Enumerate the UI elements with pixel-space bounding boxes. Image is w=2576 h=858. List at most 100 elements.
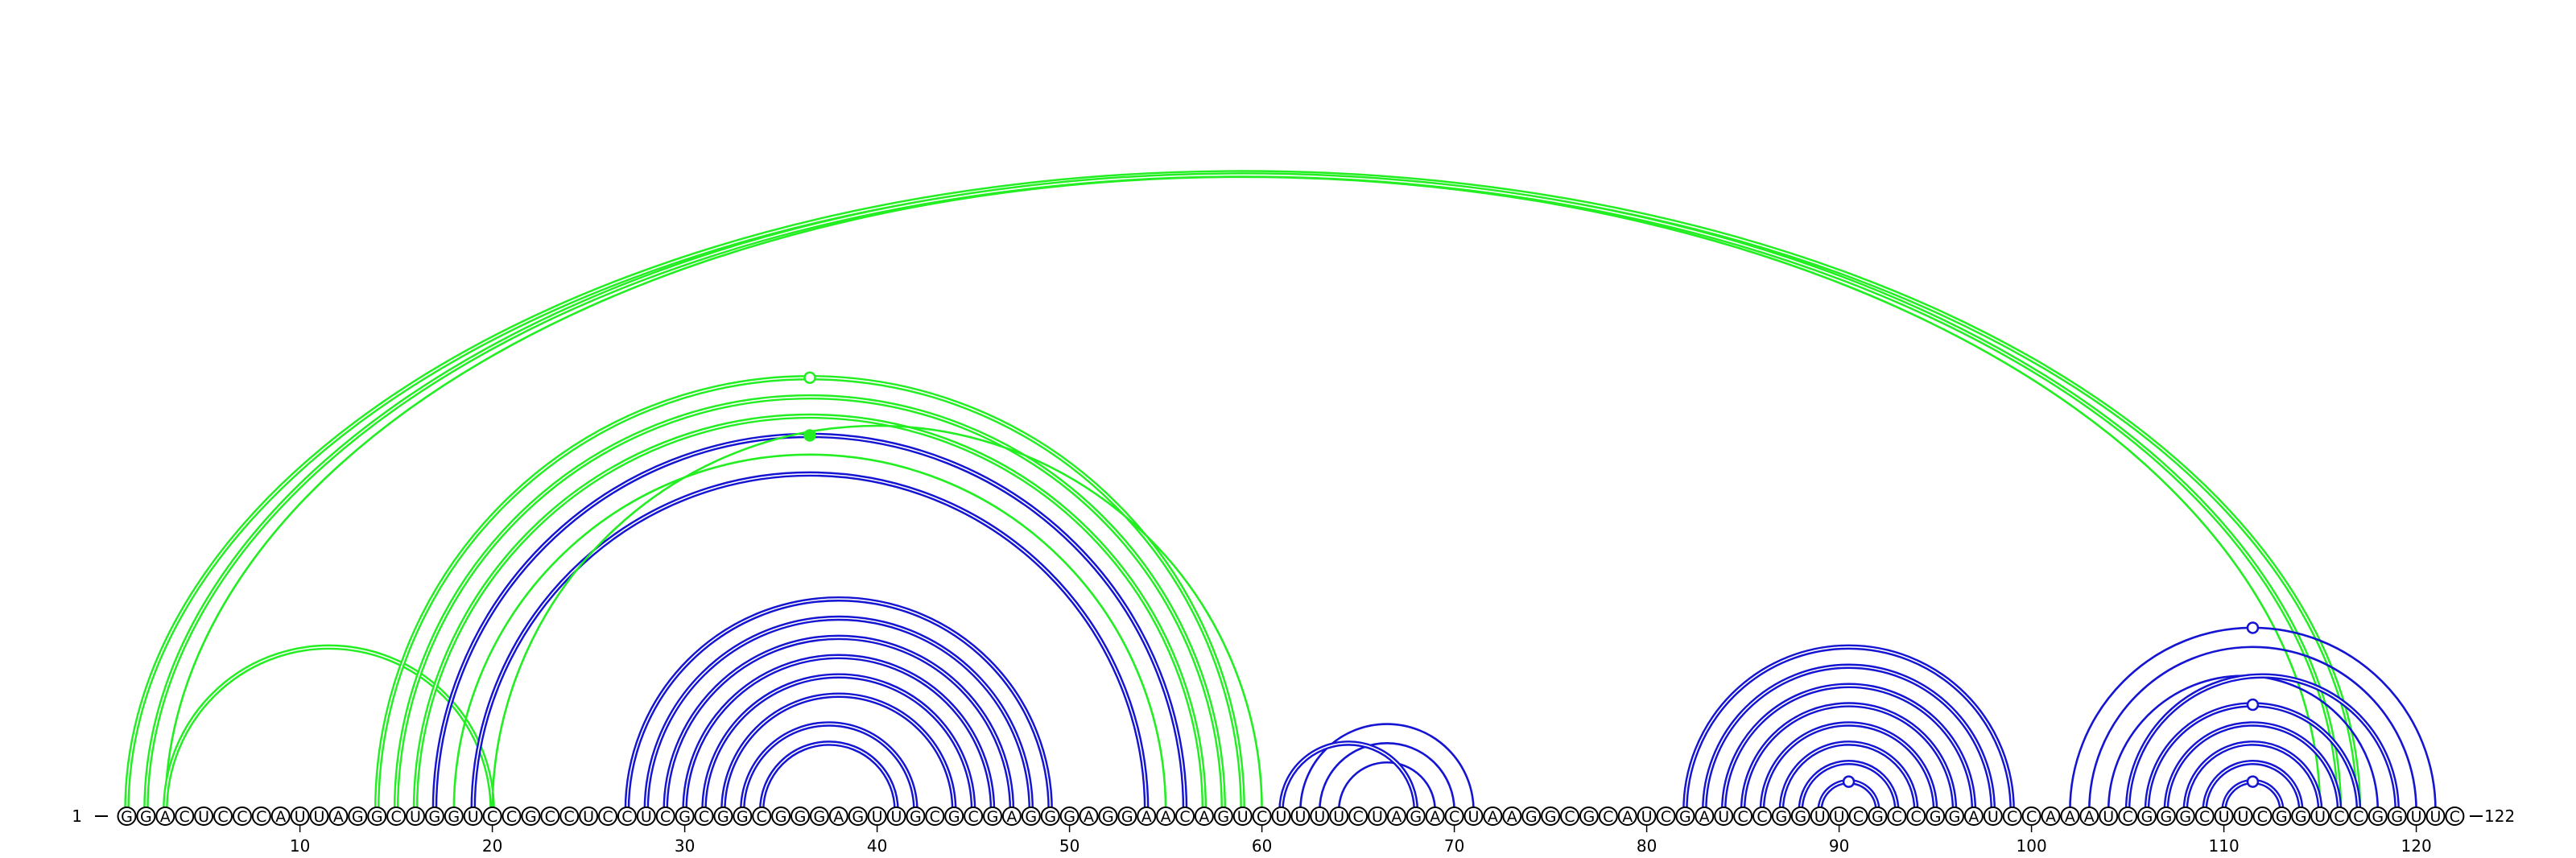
nucleotide-84: U bbox=[1718, 808, 1729, 826]
nucleotide-40-circle bbox=[867, 806, 887, 826]
nucleotide-105-circle bbox=[2118, 806, 2138, 826]
nucleotide-86-circle bbox=[1752, 806, 1772, 826]
arc-blue-63-70 bbox=[1319, 742, 1455, 811]
nucleotide-106: G bbox=[2141, 808, 2153, 826]
arc-green-3-20-gap bbox=[164, 646, 493, 811]
nucleotide-37-circle bbox=[809, 806, 829, 826]
nucleotide-52-circle bbox=[1098, 806, 1118, 826]
nucleotide-25-circle bbox=[579, 806, 599, 826]
nucleotide-62: U bbox=[1294, 808, 1306, 826]
nucleotide-101-circle bbox=[2041, 806, 2061, 826]
nucleotide-41: U bbox=[891, 808, 902, 826]
nucleotide-54: A bbox=[1141, 808, 1152, 826]
nucleotide-4: C bbox=[180, 808, 190, 826]
nucleotide-65: C bbox=[1352, 808, 1363, 826]
nucleotide-9-circle bbox=[270, 806, 291, 826]
arc-blue-109-114-gap bbox=[2203, 761, 2301, 811]
nucleotide-32: G bbox=[717, 808, 729, 826]
nucleotide-52: G bbox=[1102, 808, 1114, 826]
nucleotide-9: A bbox=[275, 808, 286, 826]
nucleotide-113-circle bbox=[2272, 806, 2292, 826]
nucleotide-76: C bbox=[1564, 808, 1575, 826]
nucleotide-76-circle bbox=[1560, 806, 1579, 826]
nucleotide-5-circle bbox=[194, 806, 214, 826]
nucleotide-32-circle bbox=[713, 806, 733, 826]
arc-blue-87-94-gap bbox=[1781, 742, 1917, 811]
nucleotide-10: U bbox=[295, 808, 306, 826]
arc-blue-105-119-gap bbox=[2127, 674, 2398, 811]
nucleotide-33-circle bbox=[733, 806, 753, 826]
nucleotide-28: U bbox=[641, 808, 652, 826]
nucleotide-98: U bbox=[1988, 808, 1999, 826]
nucleotide-37: G bbox=[814, 808, 826, 826]
arc-blue-108-115-gap bbox=[2185, 742, 2321, 811]
arc-green-20-60 bbox=[491, 424, 1263, 811]
loop-marker-blue-4 bbox=[2246, 621, 2260, 634]
nucleotide-117-circle bbox=[2348, 806, 2368, 826]
tick-label-40: 40 bbox=[867, 836, 887, 856]
nucleotide-103-circle bbox=[2079, 806, 2099, 826]
nucleotide-21-circle bbox=[502, 806, 522, 826]
nucleotide-78: C bbox=[1603, 808, 1613, 826]
arc-blue-85-96-gap bbox=[1742, 703, 1955, 811]
nucleotide-2: G bbox=[140, 808, 152, 826]
nucleotide-48: G bbox=[1025, 808, 1037, 826]
nucleotide-80: U bbox=[1641, 808, 1653, 826]
nucleotide-42: G bbox=[910, 808, 922, 826]
nucleotide-86: C bbox=[1757, 808, 1767, 826]
nucleotide-13-circle bbox=[348, 806, 368, 826]
nucleotide-31: C bbox=[699, 808, 709, 826]
nucleotide-39: G bbox=[852, 808, 864, 826]
nucleotide-3: A bbox=[160, 808, 171, 826]
nucleotide-51: A bbox=[1084, 808, 1094, 826]
nucleotide-89: U bbox=[1814, 808, 1826, 826]
nucleotide-99-circle bbox=[2002, 806, 2022, 826]
nucleotide-104: U bbox=[2103, 808, 2114, 826]
nucleotide-30-circle bbox=[675, 806, 695, 826]
arc-green-15-58-gap bbox=[395, 396, 1224, 811]
nucleotide-54-circle bbox=[1137, 806, 1157, 826]
nucleotide-75-circle bbox=[1541, 806, 1561, 826]
nucleotide-81: C bbox=[1661, 808, 1671, 826]
arc-blue-33-42-gap bbox=[741, 723, 917, 811]
arc-blue-19-54-gap bbox=[472, 472, 1147, 811]
nucleotide-58-circle bbox=[1213, 806, 1233, 826]
nucleotide-46-circle bbox=[983, 806, 1002, 826]
sequence-start-label: 1 bbox=[72, 806, 82, 826]
nucleotide-94: C bbox=[1911, 808, 1922, 826]
nucleotide-87-circle bbox=[1771, 806, 1791, 826]
loop-marker-green-2 bbox=[803, 429, 816, 442]
nucleotide-85: C bbox=[1737, 808, 1748, 826]
tick-label-10: 10 bbox=[290, 836, 310, 856]
nucleotide-67: A bbox=[1391, 808, 1402, 826]
nucleotide-42-circle bbox=[906, 806, 926, 826]
nucleotide-2-circle bbox=[136, 806, 156, 826]
nucleotide-53-circle bbox=[1117, 806, 1137, 826]
nucleotide-69: A bbox=[1430, 808, 1440, 826]
nucleotide-20-circle bbox=[482, 806, 502, 826]
tick-label-30: 30 bbox=[675, 836, 695, 856]
arc-blue-31-45-gap bbox=[703, 674, 974, 811]
nucleotide-49: G bbox=[1044, 808, 1056, 826]
nucleotide-43: C bbox=[930, 808, 940, 826]
nucleotide-106-circle bbox=[2137, 806, 2157, 826]
nucleotide-11: U bbox=[314, 808, 325, 826]
nucleotide-121-circle bbox=[2425, 806, 2446, 826]
nucleotide-20: C bbox=[487, 808, 497, 826]
axis-layer: 1 122 bbox=[72, 806, 2515, 826]
nucleotide-59-circle bbox=[1232, 806, 1253, 826]
nucleotide-40: U bbox=[872, 808, 883, 826]
arc-blue-32-44-gap bbox=[722, 694, 955, 811]
nucleotide-22-circle bbox=[521, 806, 541, 826]
nucleotide-72: A bbox=[1488, 808, 1498, 826]
nucleotide-16: U bbox=[410, 808, 421, 826]
nucleotide-112: C bbox=[2257, 808, 2268, 826]
nucleotide-7: C bbox=[237, 808, 247, 826]
arc-blue-64-69 bbox=[1337, 761, 1436, 811]
nucleotide-48-circle bbox=[1021, 806, 1041, 826]
nucleotide-83-circle bbox=[1695, 806, 1715, 826]
nucleotide-71: U bbox=[1468, 808, 1480, 826]
tick-label-60: 60 bbox=[1252, 836, 1272, 856]
nucleotide-59: U bbox=[1237, 808, 1249, 826]
tick-label-110: 110 bbox=[2209, 836, 2240, 856]
